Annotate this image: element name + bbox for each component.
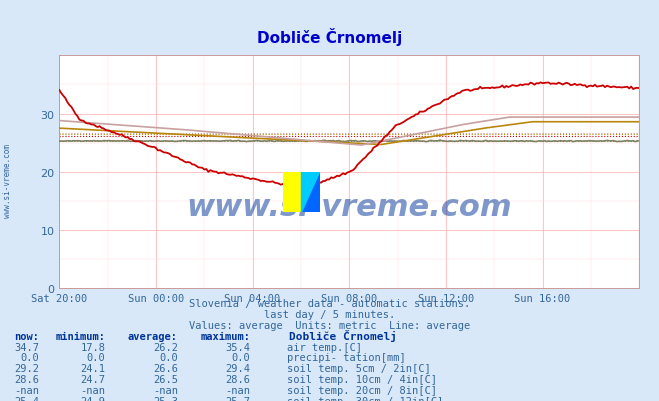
Text: -nan: -nan [80,385,105,395]
Text: 26.6: 26.6 [153,363,178,373]
Text: 25.7: 25.7 [225,396,250,401]
Text: soil temp. 5cm / 2in[C]: soil temp. 5cm / 2in[C] [287,363,430,373]
Text: 0.0: 0.0 [87,352,105,363]
Text: 24.1: 24.1 [80,363,105,373]
Text: 0.0: 0.0 [21,352,40,363]
Text: last day / 5 minutes.: last day / 5 minutes. [264,310,395,320]
Text: Slovenia / weather data - automatic stations.: Slovenia / weather data - automatic stat… [189,299,470,309]
Text: 28.6: 28.6 [14,374,40,384]
Text: 29.2: 29.2 [14,363,40,373]
Text: Dobliče Črnomelj: Dobliče Črnomelj [289,329,397,341]
Text: 0.0: 0.0 [232,352,250,363]
Text: 17.8: 17.8 [80,342,105,352]
Text: 25.4: 25.4 [14,396,40,401]
Text: 0.0: 0.0 [159,352,178,363]
Text: soil temp. 20cm / 8in[C]: soil temp. 20cm / 8in[C] [287,385,437,395]
Text: 35.4: 35.4 [225,342,250,352]
Polygon shape [283,172,302,213]
Text: average:: average: [128,331,178,341]
Text: now:: now: [14,331,40,341]
Text: 24.9: 24.9 [80,396,105,401]
Text: minimum:: minimum: [55,331,105,341]
Text: -nan: -nan [153,385,178,395]
Text: precipi- tation[mm]: precipi- tation[mm] [287,352,405,363]
Text: 26.5: 26.5 [153,374,178,384]
Text: maximum:: maximum: [200,331,250,341]
Text: air temp.[C]: air temp.[C] [287,342,362,352]
Text: 26.2: 26.2 [153,342,178,352]
Text: 25.3: 25.3 [153,396,178,401]
Text: 24.7: 24.7 [80,374,105,384]
Text: www.si-vreme.com: www.si-vreme.com [3,144,13,217]
Text: 29.4: 29.4 [225,363,250,373]
Polygon shape [302,172,320,213]
Text: -nan: -nan [14,385,40,395]
Text: Values: average  Units: metric  Line: average: Values: average Units: metric Line: aver… [189,320,470,330]
Text: www.si-vreme.com: www.si-vreme.com [186,193,512,222]
Text: soil temp. 30cm / 12in[C]: soil temp. 30cm / 12in[C] [287,396,443,401]
Text: Dobliče Črnomelj: Dobliče Črnomelj [257,28,402,46]
Text: soil temp. 10cm / 4in[C]: soil temp. 10cm / 4in[C] [287,374,437,384]
Text: 34.7: 34.7 [14,342,40,352]
Text: 28.6: 28.6 [225,374,250,384]
Polygon shape [302,172,320,213]
Text: -nan: -nan [225,385,250,395]
